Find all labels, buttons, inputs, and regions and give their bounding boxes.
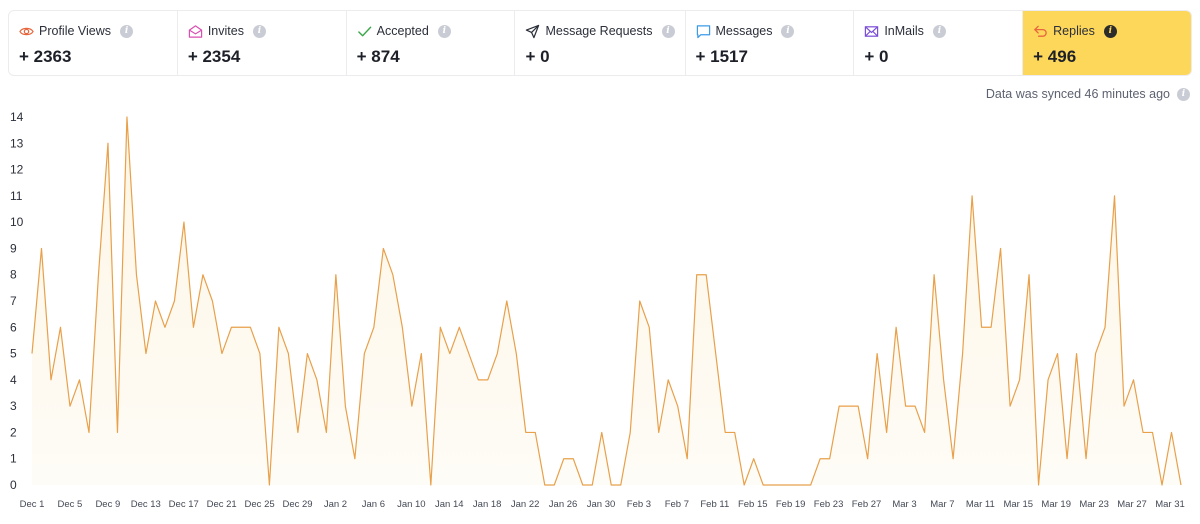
checkmark-icon [357,24,372,39]
eye-icon [19,24,34,39]
x-tick-label: Mar 27 [1117,499,1147,510]
x-tick-label: Dec 21 [207,499,237,510]
x-tick-label: Jan 14 [435,499,464,510]
x-tick-label: Mar 11 [966,499,995,510]
y-tick-label: 13 [10,136,24,150]
stat-card-inmails[interactable]: InMails i + 0 [854,11,1024,75]
x-tick-label: Dec 9 [95,499,120,510]
info-icon[interactable]: i [781,24,795,38]
x-tick-label: Dec 17 [169,499,199,510]
info-icon[interactable]: i [1103,24,1117,38]
stat-value: + 0 [864,47,889,66]
stat-label: Replies [1053,24,1095,38]
x-tick-label: Jan 18 [473,499,502,510]
y-tick-label: 14 [10,110,24,124]
stat-label: Messages [715,24,773,38]
x-tick-label: Jan 6 [362,499,385,510]
stat-header: Invites i [188,23,336,39]
y-tick-label: 3 [10,399,17,413]
x-tick-label: Dec 5 [58,499,83,510]
envelope-open-icon [188,24,203,39]
y-tick-label: 4 [10,373,17,387]
info-icon[interactable]: i [120,24,134,38]
stat-value: + 874 [356,47,400,66]
stat-header: Message Requests i [525,23,675,39]
x-tick-label: Jan 26 [549,499,578,510]
x-tick-label: Jan 30 [587,499,616,510]
stat-value: + 1517 [695,47,748,66]
x-tick-label: Feb 27 [852,499,882,510]
sync-status: Data was synced 46 minutes ago i [986,87,1190,101]
stat-label: Profile Views [39,24,112,38]
x-tick-label: Feb 23 [814,499,844,510]
x-tick-label: Feb 19 [776,499,806,510]
y-tick-label: 2 [10,425,17,439]
x-tick-label: Jan 2 [324,499,347,510]
x-tick-label: Mar 15 [1003,499,1033,510]
stat-header: Replies i [1033,23,1181,39]
y-tick-label: 5 [10,347,17,361]
y-tick-label: 7 [10,294,17,308]
stat-value: + 496 [1033,47,1077,66]
stat-label: InMails [884,24,924,38]
x-tick-label: Mar 23 [1079,499,1109,510]
paper-plane-icon [525,24,540,39]
x-tick-label: Dec 29 [282,499,312,510]
stat-card-replies[interactable]: Replies i + 496 [1023,11,1191,75]
stats-bar: Profile Views i + 2363 Invites i + 2354 … [8,10,1192,76]
sync-text: Data was synced 46 minutes ago [985,87,1170,101]
y-tick-label: 8 [10,268,17,282]
y-tick-label: 9 [10,241,17,255]
stat-card-message-requests[interactable]: Message Requests i + 0 [515,11,686,75]
info-icon[interactable]: i [932,24,946,38]
x-tick-label: Mar 19 [1041,499,1071,510]
series-line [31,116,1182,486]
x-tick-label: Dec 13 [131,499,161,510]
y-tick-label: 10 [10,215,24,229]
x-tick-label: Jan 22 [511,499,540,510]
x-tick-label: Feb 11 [700,499,729,510]
x-tick-label: Mar 7 [930,499,954,510]
envelope-icon [864,24,879,39]
x-tick-label: Dec 1 [20,499,45,510]
info-icon[interactable]: i [437,24,451,38]
x-tick-label: Mar 3 [892,499,916,510]
reply-arrow-icon [1033,24,1048,39]
stat-label: Accepted [376,24,429,38]
stat-value: + 2354 [187,47,241,66]
stat-value: + 2363 [19,47,72,66]
x-tick-label: Feb 15 [738,499,768,510]
stat-header: Accepted i [357,23,505,39]
y-tick-label: 0 [10,478,17,492]
stat-card-accepted[interactable]: Accepted i + 874 [347,11,516,75]
stat-header: Profile Views i [19,23,167,39]
y-tick-label: 12 [10,163,24,177]
y-tick-label: 11 [10,189,23,203]
x-tick-label: Dec 25 [245,499,275,510]
stat-header: Messages i [696,23,844,39]
stat-card-messages[interactable]: Messages i + 1517 [686,11,855,75]
x-tick-label: Jan 10 [397,499,426,510]
stat-label: Invites [207,24,244,38]
info-icon[interactable]: i [1177,87,1190,101]
x-tick-label: Feb 7 [665,499,689,510]
y-tick-label: 1 [10,452,17,466]
x-tick-label: Mar 31 [1155,499,1185,510]
stat-label: Message Requests [545,24,653,38]
x-tick-label: Feb 3 [627,499,651,510]
info-icon[interactable]: i [252,24,266,38]
stat-card-profile-views[interactable]: Profile Views i + 2363 [9,11,178,75]
stat-card-invites[interactable]: Invites i + 2354 [178,11,347,75]
stat-value: + 0 [525,47,550,66]
series-area [32,117,1181,485]
y-tick-label: 6 [10,320,17,334]
stat-header: InMails i [864,23,1012,39]
chat-bubble-icon [696,24,711,39]
info-icon[interactable]: i [661,24,675,38]
